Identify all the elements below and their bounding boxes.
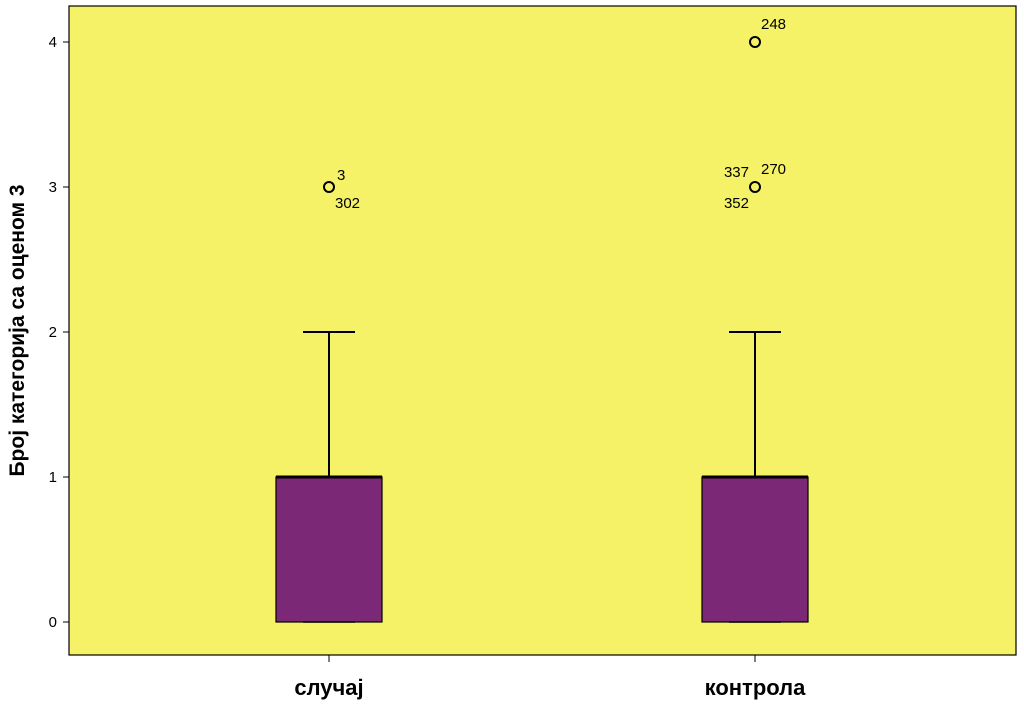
x-category-label: случај xyxy=(294,675,363,700)
outlier-label: 3 xyxy=(337,167,345,184)
outlier-label: 270 xyxy=(761,161,786,178)
y-axis-title: Број категорија са оценом 3 xyxy=(6,184,29,476)
y-tick-label: 0 xyxy=(49,614,57,631)
box-1: 3 302 xyxy=(275,167,383,623)
plot-area xyxy=(68,5,1017,656)
outlier-point xyxy=(323,181,335,193)
box-iqr xyxy=(701,476,809,623)
y-tick-label: 1 xyxy=(49,469,57,486)
x-axis: случај контрола xyxy=(294,655,806,700)
y-axis: 0 1 2 3 4 xyxy=(49,34,69,631)
box-group: 3 302 248 337 270 352 xyxy=(275,16,809,623)
outlier-label: 302 xyxy=(335,195,360,212)
box-2: 248 337 270 352 xyxy=(701,16,809,623)
y-tick-label: 2 xyxy=(49,324,57,341)
outlier-point xyxy=(749,181,761,193)
x-category-label: контрола xyxy=(705,675,807,700)
outlier-label: 248 xyxy=(761,16,786,33)
y-tick-label: 3 xyxy=(49,179,57,196)
outlier-label: 337 xyxy=(724,164,749,181)
outlier-label: 352 xyxy=(724,195,749,212)
outlier-point xyxy=(749,36,761,48)
y-tick-label: 4 xyxy=(49,34,57,51)
box-iqr xyxy=(275,476,383,623)
